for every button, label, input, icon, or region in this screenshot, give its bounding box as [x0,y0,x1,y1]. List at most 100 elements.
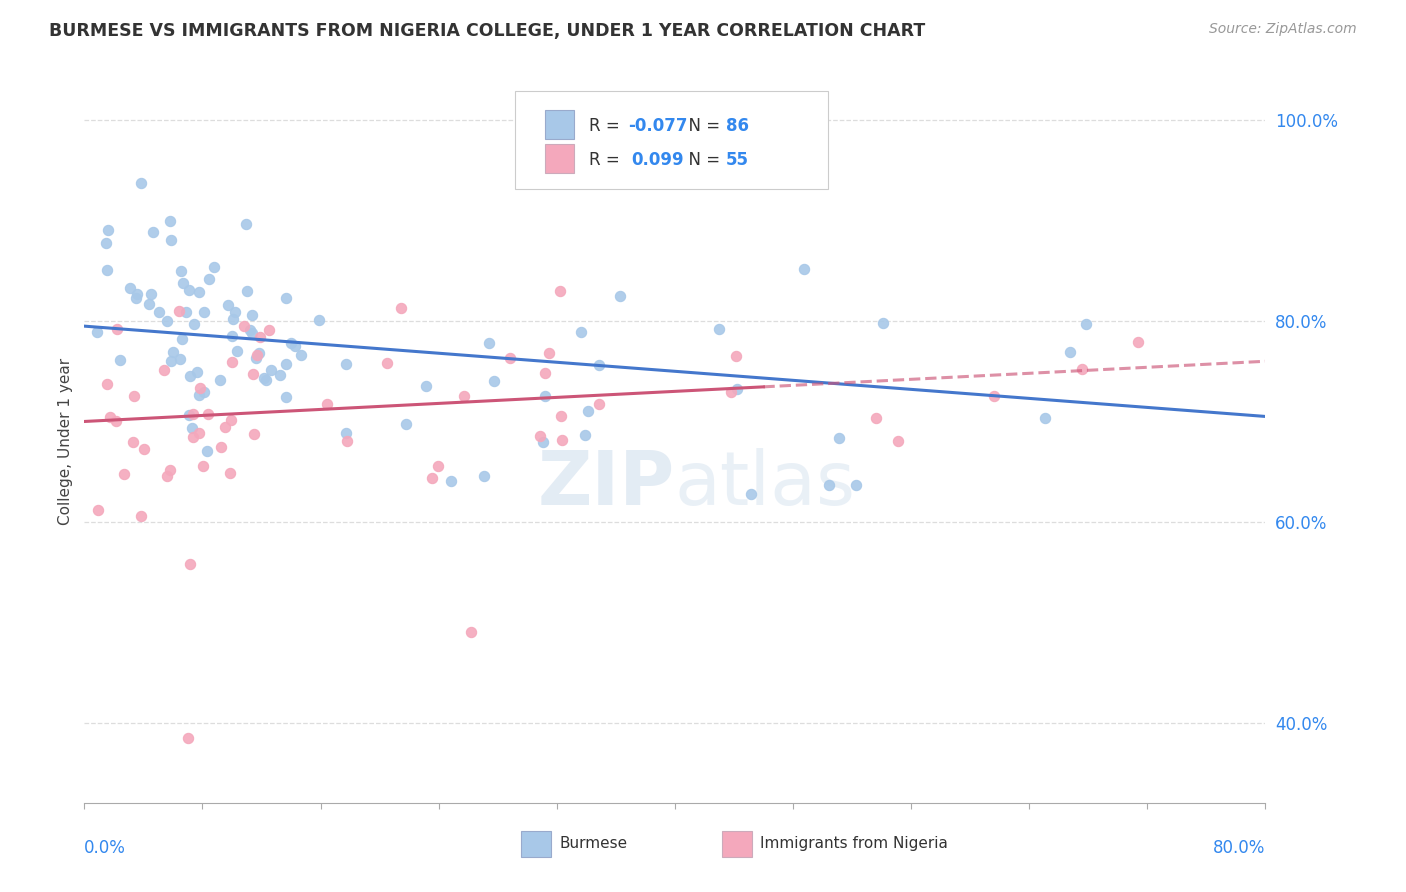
Point [129,509,152,524]
Point [209,374,232,388]
Text: ZIP: ZIP [537,449,675,522]
Text: 55: 55 [725,151,748,169]
Point [110,352,132,367]
Point [588,358,610,372]
FancyBboxPatch shape [546,110,575,139]
Point [725,349,748,363]
Point [195,444,218,458]
Text: atlas: atlas [675,449,856,522]
Text: -0.077: -0.077 [627,117,688,135]
Point [574,427,596,442]
Point [793,262,815,277]
Point [177,283,200,297]
Point [122,389,145,403]
Point [193,304,215,318]
Point [249,330,271,344]
Point [235,284,257,298]
Point [865,411,887,425]
Point [426,458,449,473]
Point [720,385,742,400]
Point [186,365,208,379]
Point [336,434,359,448]
FancyBboxPatch shape [723,831,752,857]
Point [198,272,221,286]
Text: Immigrants from Nigeria: Immigrants from Nigeria [759,836,948,851]
Point [179,558,201,572]
Point [246,348,269,362]
Point [709,322,731,336]
Point [187,388,209,402]
Text: 0.099: 0.099 [631,151,683,169]
Point [828,431,851,445]
Point [142,225,165,239]
Point [188,285,211,300]
FancyBboxPatch shape [546,144,575,173]
Point [284,339,307,353]
Point [1033,411,1056,425]
Point [193,458,215,473]
Point [181,407,204,421]
Point [588,397,610,411]
Y-axis label: College, Under 1 year: College, Under 1 year [58,358,73,525]
Point [219,466,242,480]
Point [257,322,280,336]
Point [453,389,475,403]
Point [243,427,266,442]
Point [247,346,270,360]
Point [415,379,437,393]
Point [86,325,108,339]
Point [156,313,179,327]
Point [569,325,592,339]
Point [121,435,143,450]
Text: 80.0%: 80.0% [1213,838,1265,857]
Point [316,397,339,411]
Point [533,366,555,380]
Point [188,381,211,395]
Point [214,420,236,434]
Text: N =: N = [679,151,725,169]
Point [167,304,190,318]
Point [197,407,219,421]
Point [96,376,118,391]
Point [242,367,264,381]
Point [139,287,162,301]
Point [120,281,142,295]
Text: Source: ZipAtlas.com: Source: ZipAtlas.com [1209,22,1357,37]
Point [132,442,155,456]
Point [232,319,254,334]
FancyBboxPatch shape [522,831,551,857]
Point [550,409,572,424]
Text: R =: R = [589,117,624,135]
Point [440,475,463,489]
Point [245,351,267,365]
Point [221,329,243,343]
Point [209,440,232,454]
Point [817,477,839,491]
Point [226,343,249,358]
Point [254,373,277,387]
Point [420,471,443,485]
Point [478,336,501,351]
Point [551,433,574,447]
Point [87,503,110,517]
Point [221,354,243,368]
Point [105,322,128,336]
Point [240,308,263,322]
Point [576,404,599,418]
Text: N =: N = [679,117,725,135]
Point [290,348,312,362]
Point [124,291,146,305]
Point [280,335,302,350]
Point [98,409,121,424]
Point [609,289,631,303]
Point [138,297,160,311]
Point [460,624,482,639]
Point [725,382,748,396]
Point [181,430,204,444]
Point [224,305,246,319]
Point [162,345,184,359]
Text: 86: 86 [725,117,748,135]
Point [105,414,128,428]
Point [274,390,297,404]
Text: Burmese: Burmese [560,836,627,851]
